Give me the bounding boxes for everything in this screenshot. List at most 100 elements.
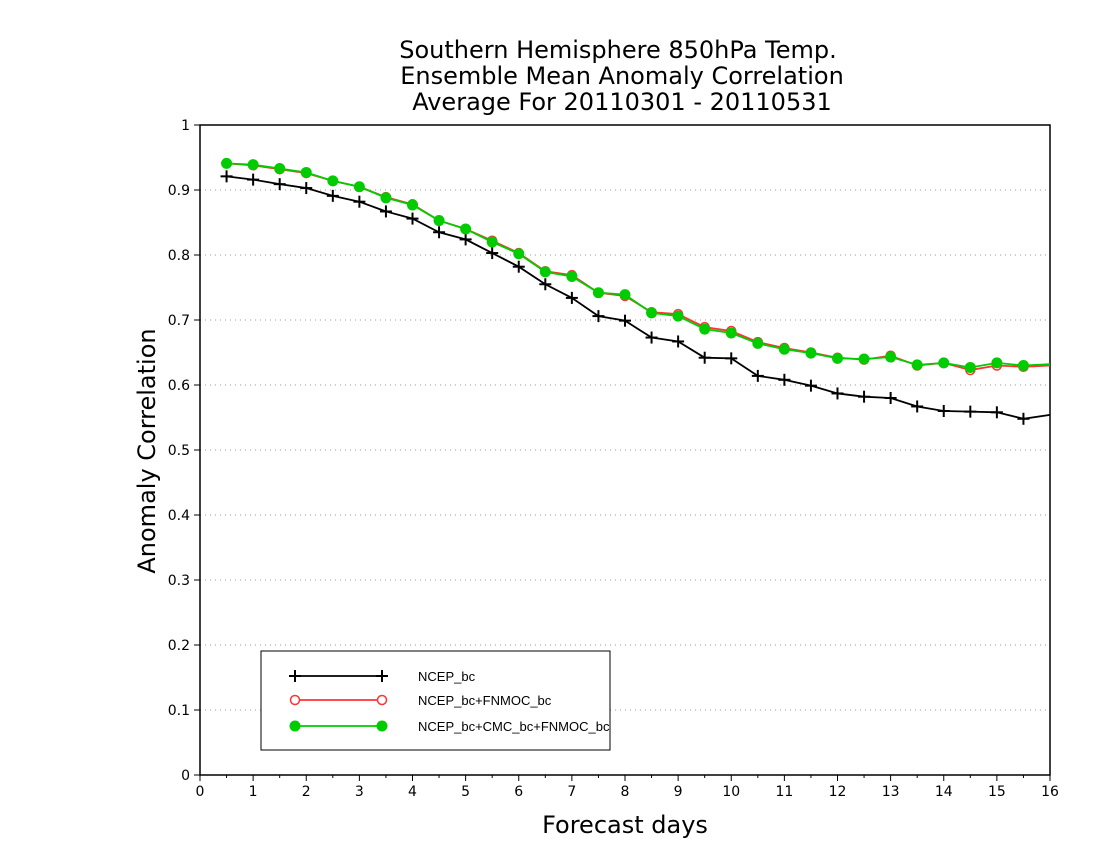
- series-line-1: [226, 162, 1051, 371]
- x-tick-label-5: 5: [461, 784, 470, 800]
- legend-label-0: NCEP_bc: [418, 669, 476, 684]
- legend-marker: [376, 694, 388, 706]
- data-point: [565, 291, 578, 304]
- data-point: [247, 173, 260, 186]
- x-tick-label-1: 1: [249, 784, 258, 800]
- data-point: [804, 379, 817, 392]
- data-point: [858, 390, 871, 403]
- data-point: [486, 236, 498, 248]
- data-point: [353, 195, 366, 208]
- x-tick-label-12: 12: [829, 784, 847, 800]
- y-tick-label-5: 0.5: [168, 443, 190, 459]
- data-point: [885, 351, 897, 363]
- data-point: [911, 359, 923, 371]
- data-point: [460, 223, 472, 235]
- series-line-0: [226, 175, 1051, 420]
- data-point: [592, 287, 604, 299]
- data-point: [380, 192, 392, 204]
- chart-title: Southern Hemisphere 850hPa Temp. Ensembl…: [399, 36, 844, 116]
- x-tick-label-4: 4: [408, 784, 417, 800]
- data-point: [619, 289, 631, 301]
- legend-marker: [289, 694, 301, 706]
- y-tick-label-8: 0.8: [168, 248, 190, 264]
- data-point: [327, 175, 339, 187]
- data-point: [725, 352, 738, 365]
- x-tick-label-6: 6: [514, 784, 523, 800]
- data-point: [646, 307, 658, 319]
- data-point: [273, 178, 286, 191]
- data-point: [991, 357, 1003, 369]
- data-point: [751, 369, 764, 382]
- data-point: [725, 327, 737, 339]
- data-point: [1017, 412, 1030, 425]
- data-point: [566, 270, 578, 282]
- x-tick-label-15: 15: [988, 784, 1006, 800]
- plot-series: [220, 157, 1051, 425]
- data-point: [433, 226, 446, 239]
- x-tick-label-16: 16: [1041, 784, 1059, 800]
- data-point: [699, 323, 711, 335]
- data-point: [938, 357, 950, 369]
- x-tick-label-0: 0: [196, 784, 205, 800]
- y-tick-label-0: 0: [181, 768, 190, 784]
- data-point: [247, 159, 259, 171]
- x-tick-label-7: 7: [567, 784, 576, 800]
- x-tick-label-2: 2: [302, 784, 311, 800]
- x-tick-label-8: 8: [621, 784, 630, 800]
- data-point: [379, 205, 392, 218]
- x-tick-label-3: 3: [355, 784, 364, 800]
- y-tick-label-3: 0.3: [168, 573, 190, 589]
- x-axis-label: Forecast days: [542, 811, 708, 839]
- data-point: [220, 170, 233, 183]
- data-point: [539, 266, 551, 278]
- legend-item-0: NCEP_bc: [289, 669, 476, 684]
- data-point: [619, 314, 631, 327]
- data-point: [513, 248, 525, 260]
- data-point: [778, 373, 791, 386]
- legend-marker: [289, 670, 301, 682]
- title-line-2: Ensemble Mean Anomaly Correlation: [400, 62, 844, 90]
- axes: 00.10.20.30.40.50.60.70.80.910 1 2 3 4 5 6 7 8 9 1…: [168, 118, 1059, 800]
- series-line-2: [226, 162, 1051, 369]
- data-point: [406, 212, 419, 225]
- series-2: [221, 157, 1051, 373]
- y-tick-label-4: 0.4: [168, 508, 190, 524]
- legend-item-1: NCEP_bc+FNMOC_bc: [289, 693, 552, 708]
- y-tick-label-9: 0.9: [168, 183, 190, 199]
- y-tick-label-6: 0.6: [168, 378, 190, 394]
- data-point: [459, 233, 472, 246]
- data-point: [672, 310, 684, 322]
- x-tick-label-14: 14: [935, 784, 953, 800]
- data-point: [221, 157, 233, 169]
- legend-label-2: NCEP_bc+CMC_bc+FNMOC_bc: [418, 719, 610, 734]
- y-tick-label-1: 0.1: [168, 703, 190, 719]
- y-tick-label-10: 1: [181, 118, 190, 134]
- data-point: [990, 406, 1003, 419]
- legend: NCEP_bc NCEP_bc+FNMOC_bc NCEP_bc+CMC_bc+FN…: [260, 650, 611, 751]
- x-tick-label-13: 13: [882, 784, 900, 800]
- data-point: [778, 343, 790, 355]
- data-point: [884, 392, 897, 404]
- gridlines: [200, 189, 1050, 711]
- y-axis-label: Anomaly Correlation: [133, 328, 161, 573]
- legend-item-2: NCEP_bc+CMC_bc+FNMOC_bc: [289, 719, 610, 734]
- data-point: [300, 182, 313, 195]
- legend-marker: [376, 720, 388, 732]
- data-point: [805, 347, 817, 359]
- x-tick-label-11: 11: [775, 784, 793, 800]
- data-point: [486, 247, 499, 260]
- data-point: [698, 351, 711, 364]
- title-line-3: Average For 20110301 - 20110531: [412, 88, 832, 116]
- data-point: [911, 400, 924, 413]
- data-point: [274, 163, 286, 175]
- data-point: [592, 310, 605, 323]
- data-point: [645, 331, 658, 344]
- title-line-1: Southern Hemisphere 850hPa Temp.: [399, 36, 836, 64]
- data-point: [407, 199, 418, 211]
- data-point: [672, 335, 685, 348]
- x-tick-label-9: 9: [674, 784, 683, 800]
- data-point: [964, 405, 977, 418]
- x-tick-label-10: 10: [722, 784, 740, 800]
- legend-marker: [376, 670, 388, 682]
